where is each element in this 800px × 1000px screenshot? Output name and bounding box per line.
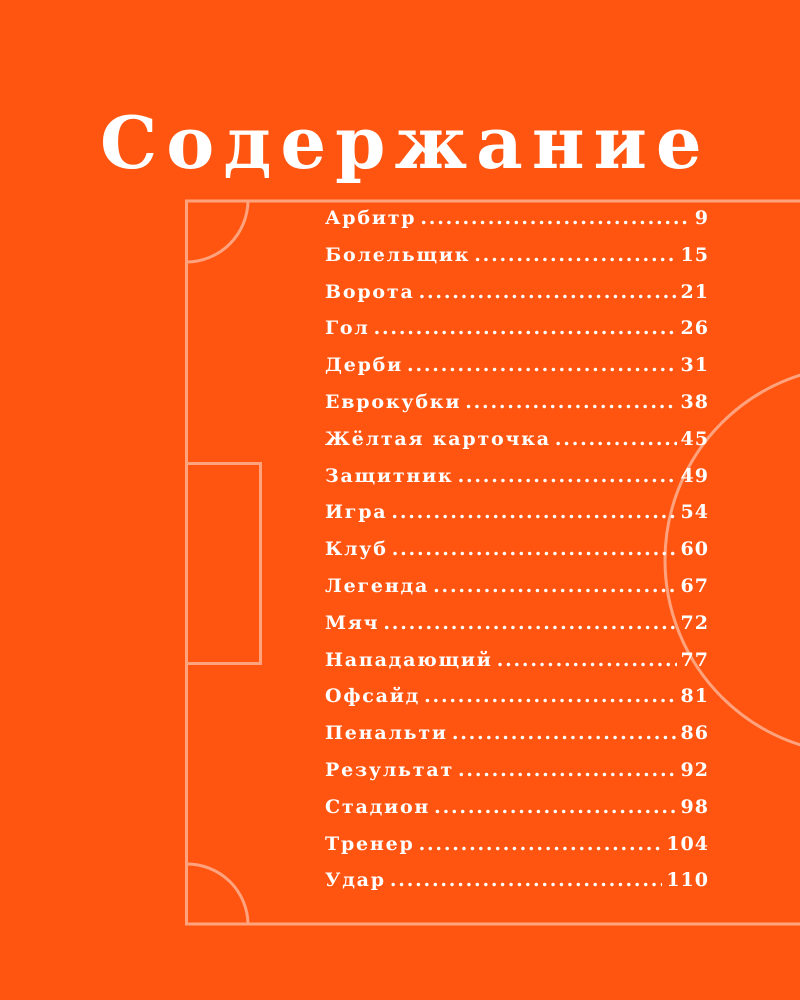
dot-leader xyxy=(420,207,690,229)
toc-entry[interactable]: Защитник 49 xyxy=(325,465,709,502)
toc-entry[interactable]: Легенда 67 xyxy=(325,575,709,612)
toc-entry[interactable]: Мяч 72 xyxy=(325,612,709,649)
dot-leader xyxy=(407,354,677,376)
dot-leader xyxy=(424,685,676,707)
table-of-contents: Арбитр 9 Болельщик 15 Ворота 21 Гол 26 Дерби 31 Ев… xyxy=(325,207,709,906)
toc-entry[interactable]: Болельщик 15 xyxy=(325,244,709,281)
toc-entry-title: Офсайд xyxy=(325,685,421,708)
toc-entry[interactable]: Гол 26 xyxy=(325,317,709,354)
dot-leader xyxy=(374,317,677,339)
dot-leader xyxy=(419,833,663,855)
dot-leader xyxy=(391,501,676,523)
penalty-box xyxy=(185,462,262,665)
toc-entry[interactable]: Жёлтая карточка 45 xyxy=(325,428,709,465)
dot-leader xyxy=(452,722,677,744)
toc-entry-page: 49 xyxy=(680,464,709,487)
toc-entry[interactable]: Клуб 60 xyxy=(325,538,709,575)
toc-entry-title: Ворота xyxy=(325,280,415,303)
toc-entry-title: Результат xyxy=(325,758,455,781)
toc-entry-title: Мяч xyxy=(325,611,380,634)
toc-entry-title: Клуб xyxy=(325,538,388,561)
dot-leader xyxy=(434,796,676,818)
toc-entry-page: 86 xyxy=(680,722,709,745)
toc-entry-title: Защитник xyxy=(325,464,454,487)
dot-leader xyxy=(465,391,676,413)
toc-entry-page: 110 xyxy=(666,869,709,892)
toc-entry-page: 60 xyxy=(680,538,709,561)
toc-entry-title: Удар xyxy=(325,869,386,892)
toc-entry[interactable]: Дерби 31 xyxy=(325,354,709,391)
toc-entry-page: 98 xyxy=(680,795,709,818)
dot-leader xyxy=(392,538,677,560)
toc-entry-title: Игра xyxy=(325,501,388,524)
toc-entry[interactable]: Игра 54 xyxy=(325,501,709,538)
toc-entry-page: 81 xyxy=(680,685,709,708)
toc-entry[interactable]: Арбитр 9 xyxy=(325,207,709,244)
corner-arc-bottom xyxy=(186,862,250,925)
toc-entry-title: Арбитр xyxy=(325,207,417,229)
toc-entry[interactable]: Удар 110 xyxy=(325,869,709,906)
toc-entry-page: 72 xyxy=(680,611,709,634)
toc-entry-title: Пенальти xyxy=(325,722,448,745)
toc-entry-title: Гол xyxy=(325,317,370,340)
toc-entry[interactable]: Стадион 98 xyxy=(325,796,709,833)
toc-entry[interactable]: Результат 92 xyxy=(325,759,709,796)
corner-arc-top xyxy=(186,200,250,264)
toc-entry-page: 15 xyxy=(680,243,709,266)
toc-entry-page: 26 xyxy=(680,317,709,340)
toc-entry-title: Легенда xyxy=(325,574,430,597)
dot-leader xyxy=(458,759,677,781)
dot-leader xyxy=(383,612,676,634)
toc-entry[interactable]: Ворота 21 xyxy=(325,281,709,318)
dot-leader xyxy=(474,244,676,266)
toc-entry-page: 104 xyxy=(666,832,709,855)
toc-entry[interactable]: Пенальти 86 xyxy=(325,722,709,759)
toc-entry-title: Жёлтая карточка xyxy=(325,427,551,450)
toc-entry[interactable]: Нападающий 77 xyxy=(325,649,709,686)
toc-entry-title: Стадион xyxy=(325,795,431,818)
toc-entry-page: 38 xyxy=(680,390,709,413)
page-title: Содержание xyxy=(100,100,711,185)
dot-leader xyxy=(497,649,677,671)
toc-entry[interactable]: Офсайд 81 xyxy=(325,685,709,722)
dot-leader xyxy=(433,575,676,597)
toc-entry-page: 67 xyxy=(680,574,709,597)
dot-leader xyxy=(555,428,677,450)
toc-entry-title: Болельщик xyxy=(325,243,471,266)
toc-entry-title: Еврокубки xyxy=(325,390,462,413)
toc-entry[interactable]: Еврокубки 38 xyxy=(325,391,709,428)
dot-leader xyxy=(458,465,677,487)
toc-entry-page: 45 xyxy=(680,427,709,450)
toc-entry-title: Тренер xyxy=(325,832,415,855)
toc-entry-page: 21 xyxy=(680,280,709,303)
toc-entry-page: 9 xyxy=(694,207,709,229)
toc-entry-page: 92 xyxy=(680,758,709,781)
toc-entry-page: 77 xyxy=(680,648,709,671)
toc-entry-title: Дерби xyxy=(325,354,404,377)
dot-leader xyxy=(419,281,677,303)
toc-entry[interactable]: Тренер 104 xyxy=(325,833,709,870)
dot-leader xyxy=(390,869,662,891)
toc-entry-page: 31 xyxy=(680,354,709,377)
toc-entry-title: Нападающий xyxy=(325,648,493,671)
toc-entry-page: 54 xyxy=(680,501,709,524)
